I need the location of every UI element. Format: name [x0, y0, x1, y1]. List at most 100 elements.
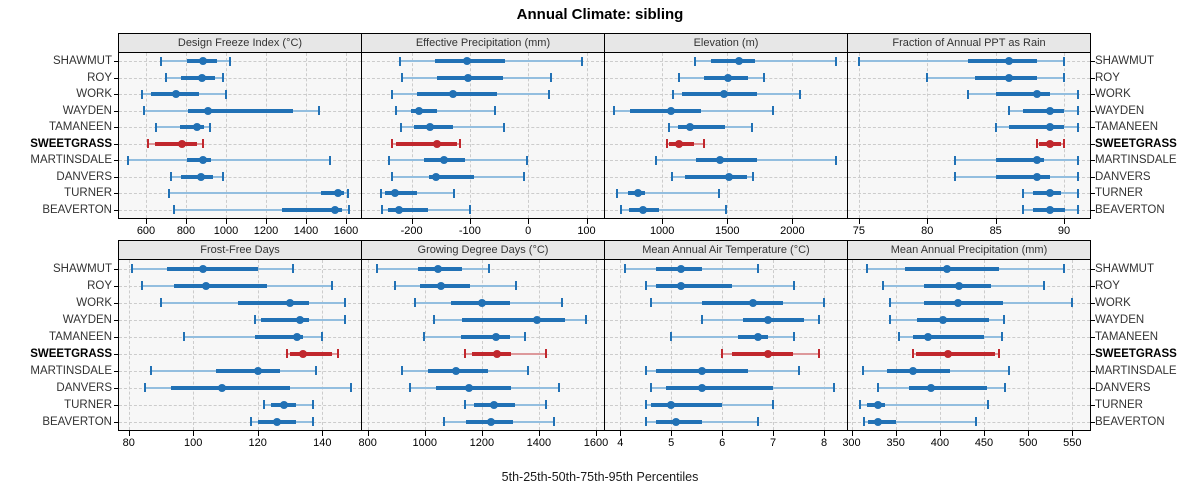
- interquartile-bar-25th-75th: [650, 402, 723, 407]
- row-label-left: WAYDEN: [62, 313, 112, 326]
- median-dot-50th: [672, 417, 681, 426]
- whisker-cap: [401, 366, 404, 375]
- x-axis-tick: [193, 431, 195, 436]
- interquartile-bar-25th-75th: [170, 385, 290, 390]
- row-label-left: TAMANEEN: [48, 330, 112, 343]
- x-gridline: [266, 53, 267, 218]
- whisker-cap: [459, 139, 461, 149]
- x-axis-tick: [481, 431, 483, 436]
- interquartile-bar-25th-75th: [968, 59, 1037, 64]
- whisker-cap: [644, 400, 647, 409]
- whisker-cap: [889, 298, 892, 307]
- whisker-cap: [612, 106, 615, 116]
- median-dot-50th: [451, 366, 460, 375]
- x-tick-label: 550: [1063, 437, 1082, 449]
- interquartile-bar-25th-75th: [629, 108, 701, 113]
- whisker-cap: [1063, 264, 1066, 273]
- row-label-left: WORK: [76, 88, 112, 101]
- x-gridline: [586, 53, 588, 218]
- row-label-left: MARTINSDALE: [30, 154, 112, 167]
- x-axis-tick: [538, 431, 540, 436]
- x-axis-tick: [722, 431, 724, 436]
- median-dot-50th: [938, 315, 947, 324]
- row-label-left: TAMANEEN: [48, 121, 112, 134]
- interquartile-bar-25th-75th: [695, 158, 758, 163]
- whisker-cap: [380, 205, 383, 215]
- x-tick-label: 1000: [412, 437, 438, 449]
- x-axis-tick: [322, 431, 324, 436]
- row-gridline: [848, 193, 1090, 195]
- x-tick-label: 140: [313, 437, 332, 449]
- panel-header: Design Freeze Index (°C): [118, 33, 361, 52]
- median-dot-50th: [697, 383, 706, 392]
- median-dot-50th: [764, 349, 772, 358]
- panel-plot: 75 80 85 90: [847, 52, 1091, 237]
- whisker-cap: [1076, 188, 1079, 198]
- whisker-cap: [547, 89, 550, 99]
- whisker-cap: [1043, 281, 1046, 290]
- x-tick-label: 1200: [253, 225, 279, 237]
- whisker-cap: [751, 172, 754, 182]
- whisker-cap: [797, 366, 800, 375]
- row-label-left: MARTINSDALE: [30, 364, 112, 377]
- row-label-right: SWEETGRASS: [1095, 137, 1177, 150]
- whisker-cap: [390, 89, 393, 99]
- whisker-cap: [693, 56, 696, 66]
- interquartile-bar-25th-75th: [886, 368, 950, 373]
- y-axis-tick-left: [114, 387, 118, 389]
- x-gridline: [322, 260, 324, 430]
- whisker-cap: [140, 281, 143, 290]
- interquartile-bar-25th-75th: [411, 108, 437, 113]
- median-dot-50th: [253, 366, 262, 375]
- whisker-cap: [772, 400, 775, 409]
- whisker-cap: [165, 73, 168, 83]
- row-gridline: [362, 143, 604, 145]
- median-dot-50th: [667, 400, 676, 409]
- interquartile-bar-25th-75th: [188, 108, 293, 113]
- interquartile-bar-25th-75th: [904, 266, 999, 271]
- x-tick-label: 0: [525, 225, 532, 237]
- x-axis-tick: [586, 219, 588, 224]
- row-label-right: TAMANEEN: [1095, 121, 1159, 134]
- interquartile-bar-25th-75th: [321, 191, 345, 196]
- whisker-cap: [526, 155, 528, 165]
- y-axis-tick-left: [114, 302, 118, 304]
- row-label-left: TURNER: [64, 187, 112, 200]
- median-dot-50th: [1005, 73, 1014, 82]
- whisker-5th-95th: [645, 420, 758, 423]
- whisker-cap: [347, 205, 350, 215]
- y-axis-tick-right: [1091, 77, 1095, 79]
- x-tick-label: 120: [248, 437, 267, 449]
- x-tick-label: -200: [400, 225, 423, 237]
- x-tick-label: 2000: [780, 225, 805, 237]
- x-axis-tick: [469, 219, 471, 224]
- row-label-left: SHAWMUT: [53, 262, 112, 275]
- row-gridline: [119, 61, 361, 63]
- whisker-cap: [671, 172, 674, 182]
- x-tick-label: 1600: [333, 225, 359, 237]
- interquartile-bar-25th-75th: [435, 385, 512, 390]
- interquartile-bar-25th-75th: [419, 283, 471, 288]
- whisker-cap: [584, 315, 587, 324]
- x-gridline: [895, 260, 897, 430]
- whisker-cap: [818, 315, 820, 324]
- x-tick-label: 450: [974, 437, 994, 449]
- whisker-cap: [544, 349, 547, 358]
- x-axis-tick: [620, 431, 622, 436]
- whisker-cap: [877, 383, 879, 392]
- x-gridline: [939, 260, 941, 430]
- panel-header: Mean Annual Air Temperature (°C): [604, 240, 847, 259]
- whisker-cap: [1035, 139, 1038, 149]
- x-gridline: [792, 53, 794, 218]
- row-label-right: ROY: [1095, 71, 1120, 84]
- x-axis-tick: [895, 431, 897, 436]
- x-gridline: [671, 260, 673, 430]
- whisker-cap: [390, 139, 393, 149]
- median-dot-50th: [196, 172, 205, 181]
- whisker-5th-95th: [173, 208, 349, 211]
- whisker-5th-95th: [621, 208, 727, 211]
- x-tick-label: 85: [989, 225, 1002, 237]
- median-dot-50th: [431, 172, 440, 181]
- panel-title: Elevation (m): [693, 37, 759, 49]
